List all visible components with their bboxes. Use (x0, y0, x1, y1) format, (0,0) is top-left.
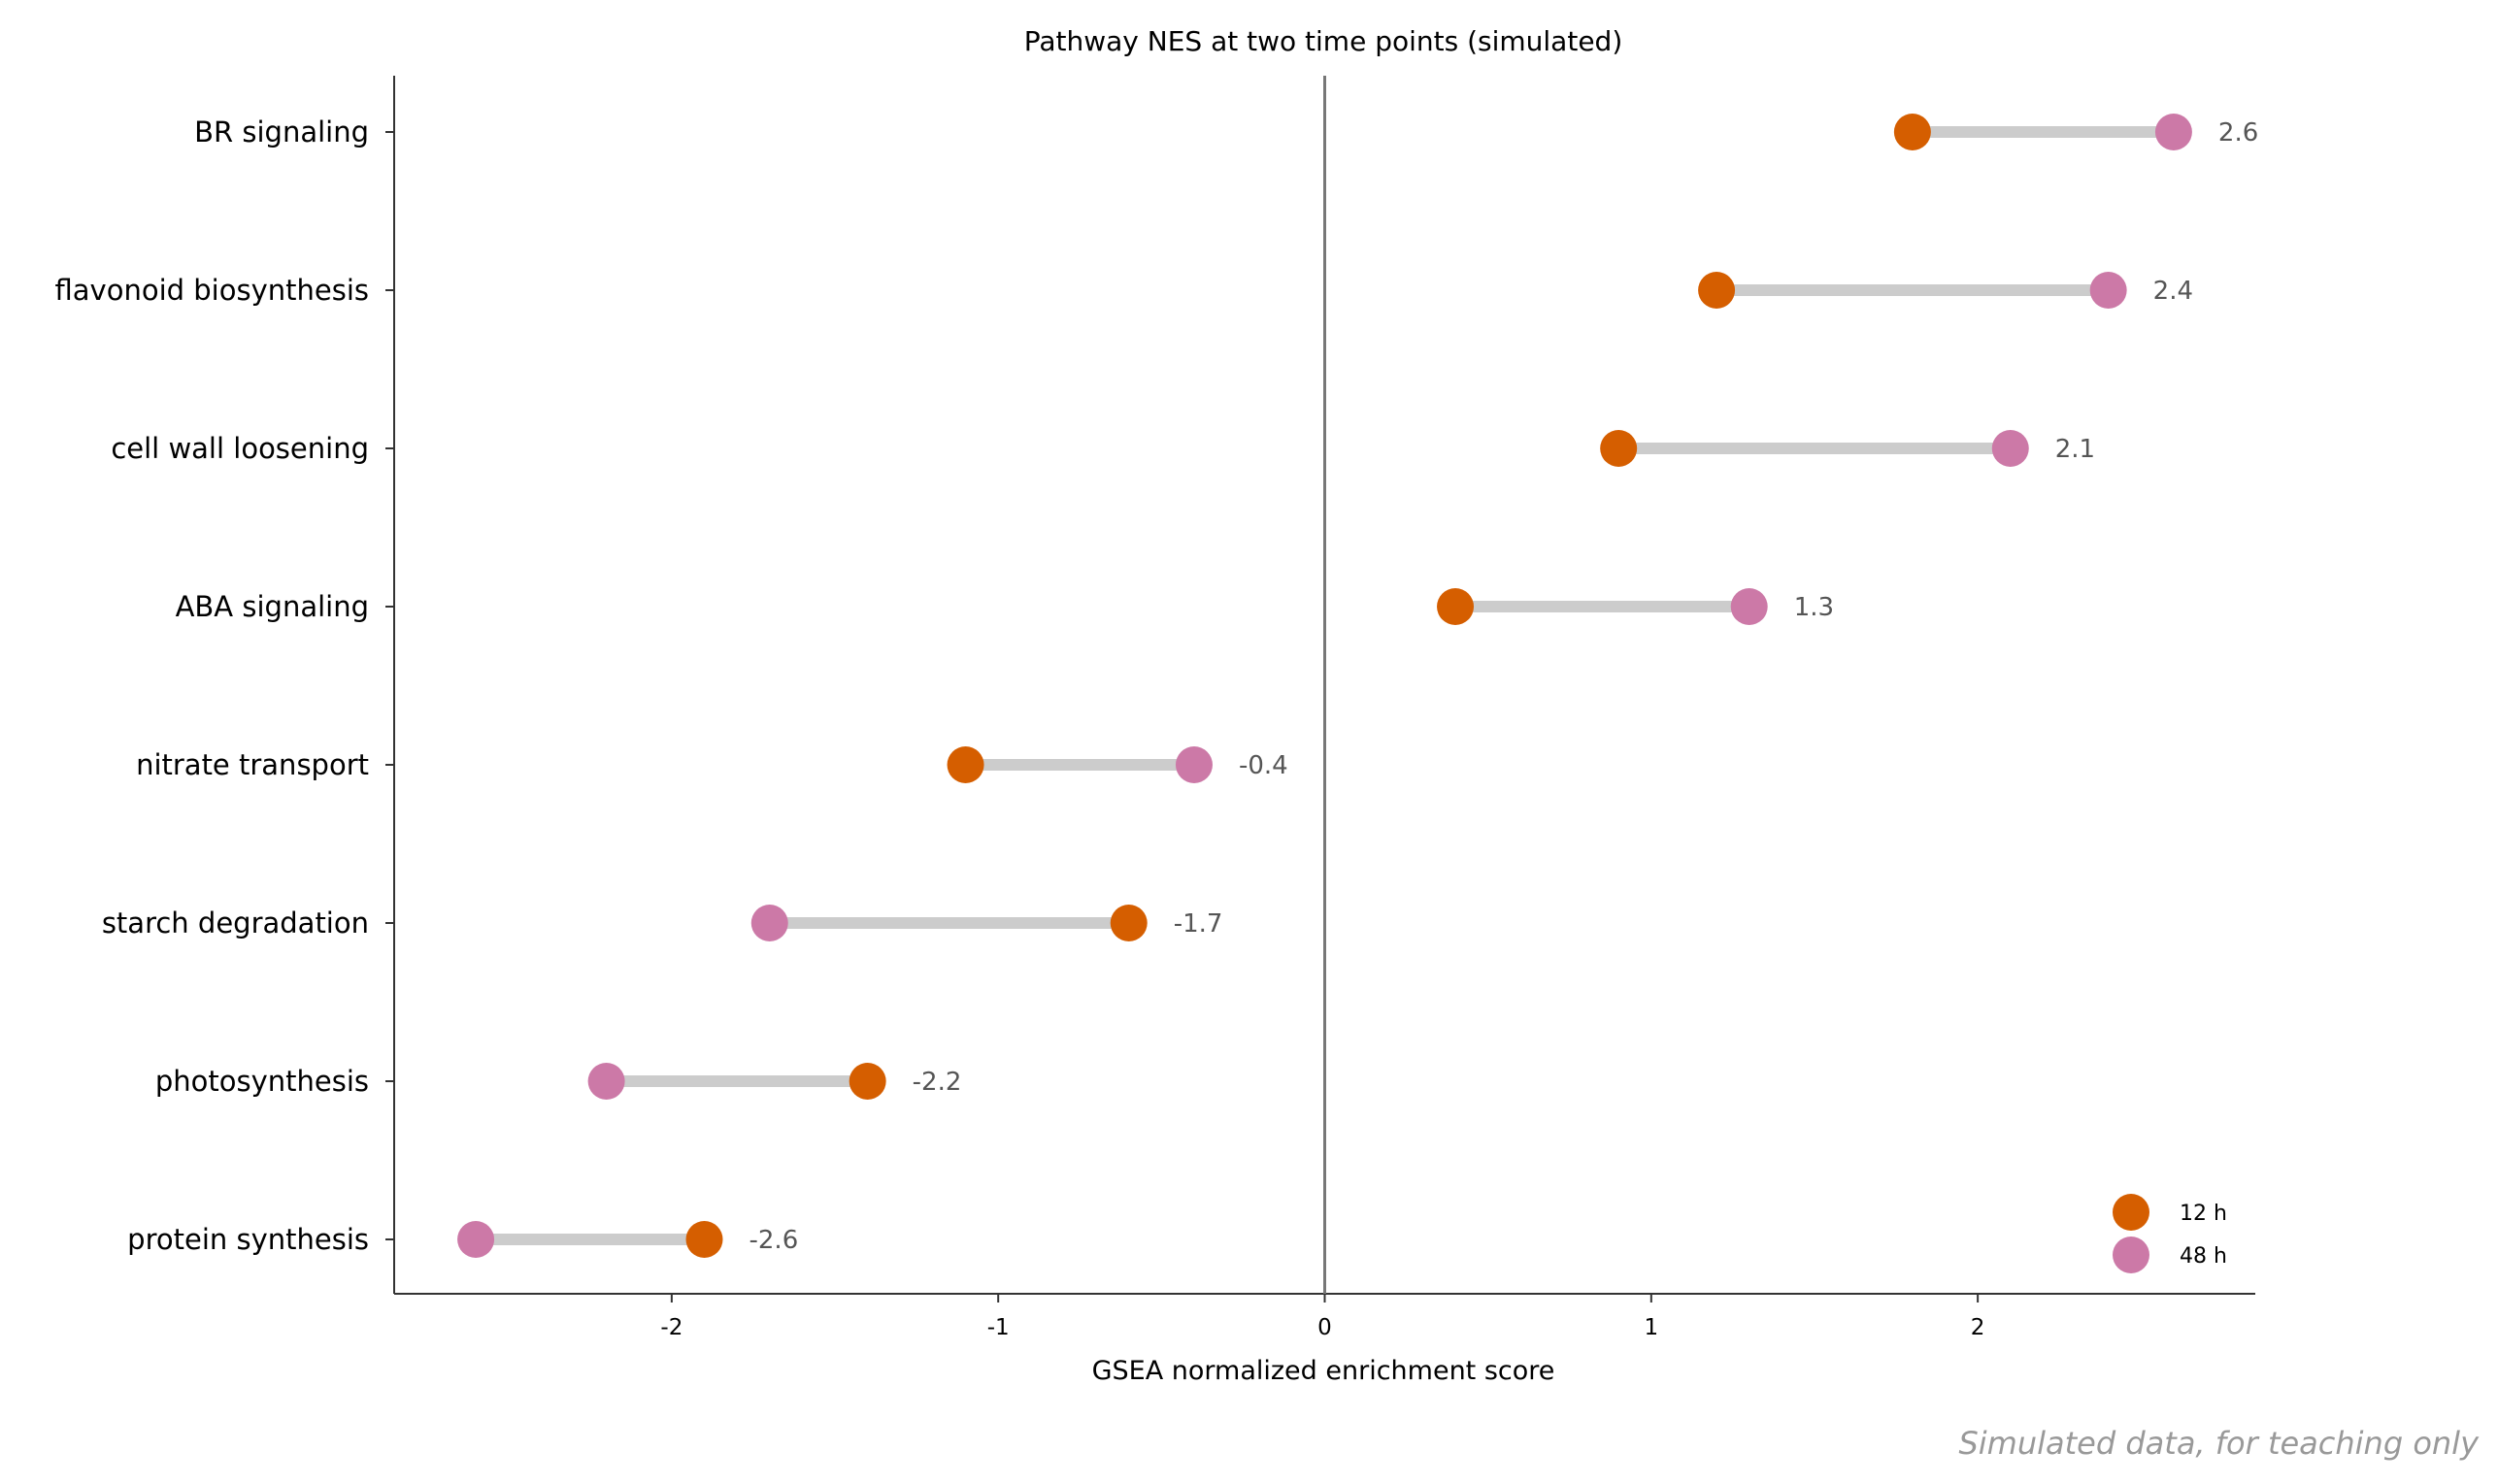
point-48h (2154, 114, 2192, 150)
value-label: 2.6 (2218, 118, 2258, 148)
category-label: ABA signaling (176, 590, 369, 623)
value-label: 2.4 (2153, 277, 2193, 306)
chart-title: Pathway NES at two time points (simulate… (1024, 25, 1623, 57)
value-label: -2.6 (749, 1226, 799, 1255)
footnote: Simulated data, for teaching only (1958, 1425, 2480, 1462)
point-48h (587, 1063, 625, 1100)
point-12h (685, 1221, 723, 1258)
x-axis-title: GSEA normalized enrichment score (1092, 1356, 1555, 1386)
category-label: nitrate transport (136, 748, 369, 781)
value-label: -0.4 (1239, 751, 1288, 780)
x-tick-label: 0 (1317, 1315, 1332, 1340)
point-12h (1893, 114, 1931, 150)
category-label: photosynthesis (155, 1065, 369, 1098)
legend-marker (2113, 1194, 2149, 1231)
point-12h (1110, 905, 1148, 941)
point-48h (1730, 588, 1768, 625)
value-label: -1.7 (1174, 909, 1223, 939)
point-48h (2089, 272, 2127, 309)
point-48h (457, 1221, 495, 1258)
category-label: flavonoid biosynthesis (55, 274, 369, 307)
point-12h (1600, 430, 1638, 467)
category-label: protein synthesis (127, 1223, 369, 1256)
point-48h (1175, 746, 1213, 783)
legend-label: 12 h (2180, 1202, 2227, 1226)
point-12h (1698, 272, 1736, 309)
category-label: starch degradation (102, 907, 369, 940)
point-12h (947, 746, 984, 783)
legend-label: 48 h (2180, 1244, 2227, 1269)
x-tick-label: -1 (987, 1315, 1010, 1340)
legend: 12 h 48 h (2113, 1194, 2227, 1273)
x-tick-label: 1 (1644, 1315, 1658, 1340)
x-tick-label: -2 (660, 1315, 683, 1340)
x-tick-label: 2 (1971, 1315, 1985, 1340)
value-label: 1.3 (1794, 593, 1834, 622)
value-label: 2.1 (2055, 435, 2095, 464)
value-label: -2.2 (913, 1068, 962, 1097)
plot-area: -2 -1 0 1 2 BR signaling 2.6 flavonoid biosynth… (55, 76, 2258, 1340)
category-label: cell wall loosening (111, 432, 369, 465)
point-48h (750, 905, 788, 941)
point-48h (1991, 430, 2029, 467)
point-12h (1437, 588, 1475, 625)
legend-marker (2113, 1237, 2149, 1273)
category-label: BR signaling (194, 115, 369, 148)
point-12h (849, 1063, 886, 1100)
